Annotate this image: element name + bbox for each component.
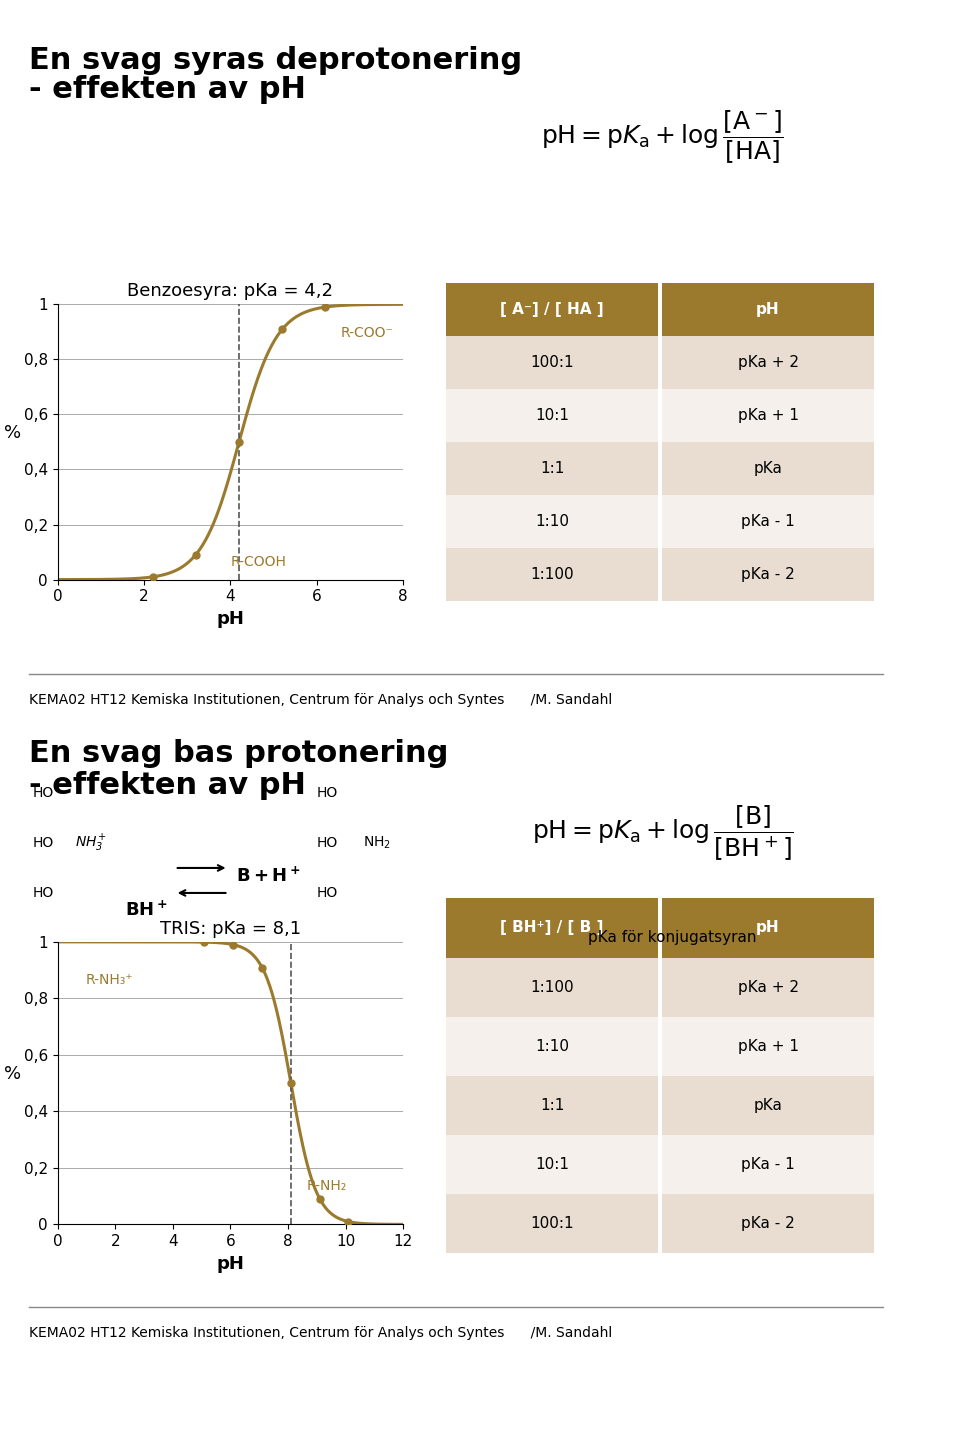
FancyBboxPatch shape [662, 496, 874, 548]
Text: pKa: pKa [754, 1098, 782, 1113]
Text: pKa + 1: pKa + 1 [737, 407, 799, 423]
Text: En svag bas protonering: En svag bas protonering [29, 739, 448, 768]
Text: 1:1: 1:1 [540, 1098, 564, 1113]
FancyBboxPatch shape [446, 388, 658, 442]
X-axis label: pH: pH [216, 610, 245, 627]
Text: 100:1: 100:1 [530, 1216, 574, 1232]
Title: TRIS: pKa = 8,1: TRIS: pKa = 8,1 [159, 920, 301, 938]
FancyBboxPatch shape [446, 958, 658, 1017]
Text: KEMA02 HT12 Kemiska Institutionen, Centrum för Analys och Syntes      /M. Sandah: KEMA02 HT12 Kemiska Institutionen, Centr… [29, 1326, 612, 1340]
Text: 1:10: 1:10 [535, 514, 569, 529]
FancyBboxPatch shape [446, 1017, 658, 1075]
FancyBboxPatch shape [662, 283, 874, 336]
Text: 100:1: 100:1 [530, 355, 574, 369]
FancyBboxPatch shape [446, 898, 658, 958]
FancyBboxPatch shape [446, 442, 658, 496]
Text: HO: HO [317, 836, 338, 851]
FancyBboxPatch shape [662, 1075, 874, 1135]
FancyBboxPatch shape [662, 548, 874, 601]
Text: pKa + 1: pKa + 1 [737, 1039, 799, 1053]
FancyBboxPatch shape [662, 442, 874, 496]
Text: [ BH⁺] / [ B ]: [ BH⁺] / [ B ] [500, 920, 604, 936]
Text: R-NH₃⁺: R-NH₃⁺ [85, 974, 132, 987]
Text: HO: HO [317, 785, 338, 800]
Y-axis label: %: % [4, 425, 21, 442]
Text: - effekten av pH: - effekten av pH [29, 771, 305, 800]
Text: R-NH₂: R-NH₂ [306, 1179, 347, 1194]
FancyBboxPatch shape [662, 1017, 874, 1075]
Text: $\mathrm{pH} = \mathrm{p}K_\mathrm{a} + \log\dfrac{[\mathrm{A}^-]}{[\mathrm{HA}]: $\mathrm{pH} = \mathrm{p}K_\mathrm{a} + … [540, 109, 784, 167]
Text: pKa - 2: pKa - 2 [741, 567, 795, 582]
Text: pKa för konjugatsyran: pKa för konjugatsyran [588, 930, 756, 945]
FancyBboxPatch shape [446, 336, 658, 388]
Text: R-COOH: R-COOH [230, 555, 286, 569]
Text: $\mathregular{B + H^+}$: $\mathregular{B + H^+}$ [236, 867, 300, 885]
Text: $\mathrm{pH} = \mathrm{p}K_\mathrm{a} + \log\dfrac{[\mathrm{B}]}{[\mathrm{BH}^+]: $\mathrm{pH} = \mathrm{p}K_\mathrm{a} + … [532, 803, 793, 864]
Text: - effekten av pH: - effekten av pH [29, 75, 305, 104]
FancyBboxPatch shape [446, 1194, 658, 1253]
Text: 10:1: 10:1 [535, 1158, 569, 1172]
FancyBboxPatch shape [662, 388, 874, 442]
Text: KEMA02 HT12 Kemiska Institutionen, Centrum för Analys och Syntes      /M. Sandah: KEMA02 HT12 Kemiska Institutionen, Centr… [29, 693, 612, 707]
Text: $\mathregular{BH^+}$: $\mathregular{BH^+}$ [125, 900, 167, 919]
FancyBboxPatch shape [446, 1135, 658, 1194]
FancyBboxPatch shape [446, 496, 658, 548]
Text: 1:100: 1:100 [530, 567, 574, 582]
Text: HO: HO [33, 836, 54, 851]
FancyBboxPatch shape [446, 1075, 658, 1135]
FancyBboxPatch shape [662, 958, 874, 1017]
Y-axis label: %: % [4, 1065, 21, 1084]
Text: HO: HO [33, 885, 54, 900]
FancyBboxPatch shape [446, 548, 658, 601]
Text: $\mathregular{NH_2}$: $\mathregular{NH_2}$ [363, 835, 391, 851]
FancyBboxPatch shape [662, 1194, 874, 1253]
Text: pKa - 1: pKa - 1 [741, 1158, 795, 1172]
Text: [ A⁻] / [ HA ]: [ A⁻] / [ HA ] [500, 301, 604, 317]
FancyBboxPatch shape [662, 1135, 874, 1194]
Text: pKa + 2: pKa + 2 [737, 355, 799, 369]
Text: HO: HO [33, 785, 54, 800]
Text: pKa + 2: pKa + 2 [737, 980, 799, 994]
Text: En svag syras deprotonering: En svag syras deprotonering [29, 46, 522, 75]
FancyBboxPatch shape [662, 336, 874, 388]
Title: Benzoesyra: pKa = 4,2: Benzoesyra: pKa = 4,2 [128, 283, 333, 300]
FancyBboxPatch shape [662, 898, 874, 958]
Text: 1:1: 1:1 [540, 461, 564, 477]
Text: pKa - 2: pKa - 2 [741, 1216, 795, 1232]
Text: pH: pH [756, 920, 780, 936]
Text: pH: pH [756, 301, 780, 317]
Text: $\mathregular{NH_3^+}$: $\mathregular{NH_3^+}$ [75, 832, 107, 853]
Text: pKa: pKa [754, 461, 782, 477]
Text: 1:10: 1:10 [535, 1039, 569, 1053]
FancyBboxPatch shape [446, 283, 658, 336]
Text: pKa - 1: pKa - 1 [741, 514, 795, 529]
Text: R-COO⁻: R-COO⁻ [341, 326, 394, 341]
Text: 10:1: 10:1 [535, 407, 569, 423]
Text: HO: HO [317, 885, 338, 900]
X-axis label: pH: pH [216, 1255, 245, 1272]
Text: 1:100: 1:100 [530, 980, 574, 994]
